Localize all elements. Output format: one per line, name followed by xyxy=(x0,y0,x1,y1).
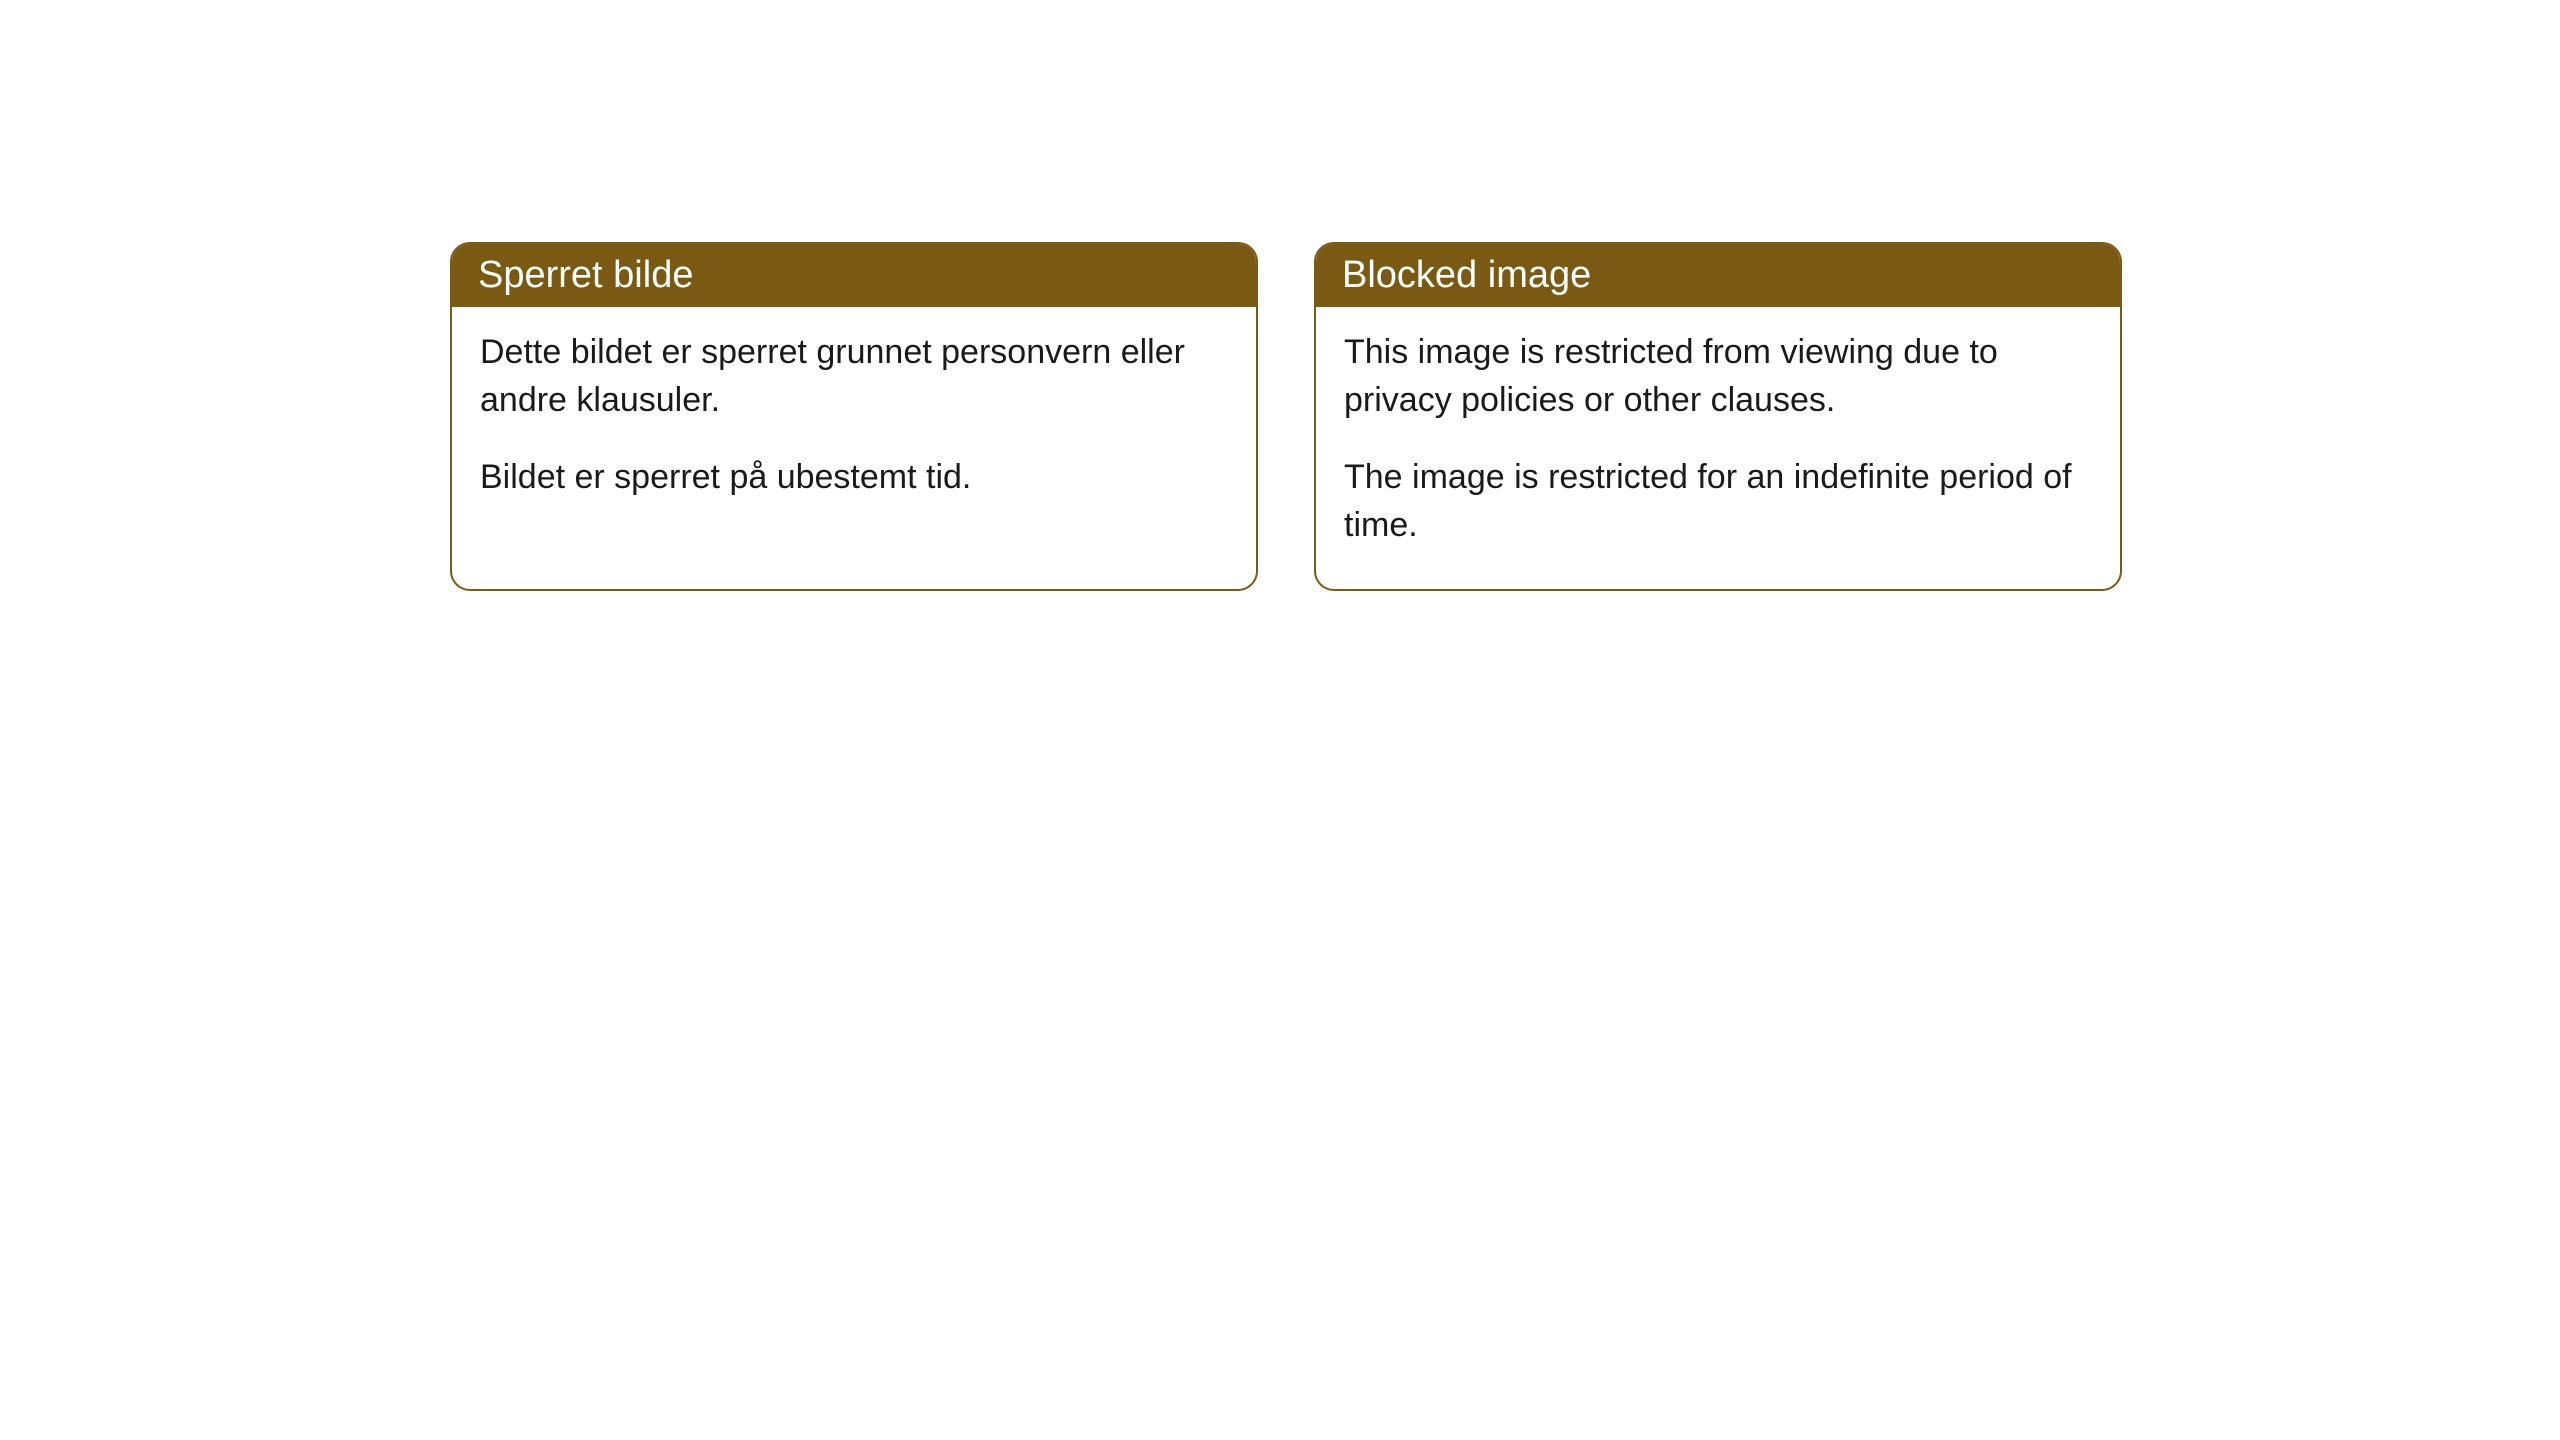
card-paragraph-2-english: The image is restricted for an indefinit… xyxy=(1344,454,2092,549)
card-paragraph-1-norwegian: Dette bildet er sperret grunnet personve… xyxy=(480,329,1228,424)
blocked-image-card-norwegian: Sperret bilde Dette bildet er sperret gr… xyxy=(450,242,1258,591)
card-paragraph-1-english: This image is restricted from viewing du… xyxy=(1344,329,2092,424)
card-body-english: This image is restricted from viewing du… xyxy=(1316,307,2120,589)
card-title-norwegian: Sperret bilde xyxy=(452,244,1256,307)
cards-container: Sperret bilde Dette bildet er sperret gr… xyxy=(0,0,2560,591)
card-paragraph-2-norwegian: Bildet er sperret på ubestemt tid. xyxy=(480,454,1228,502)
card-title-english: Blocked image xyxy=(1316,244,2120,307)
card-body-norwegian: Dette bildet er sperret grunnet personve… xyxy=(452,307,1256,542)
blocked-image-card-english: Blocked image This image is restricted f… xyxy=(1314,242,2122,591)
